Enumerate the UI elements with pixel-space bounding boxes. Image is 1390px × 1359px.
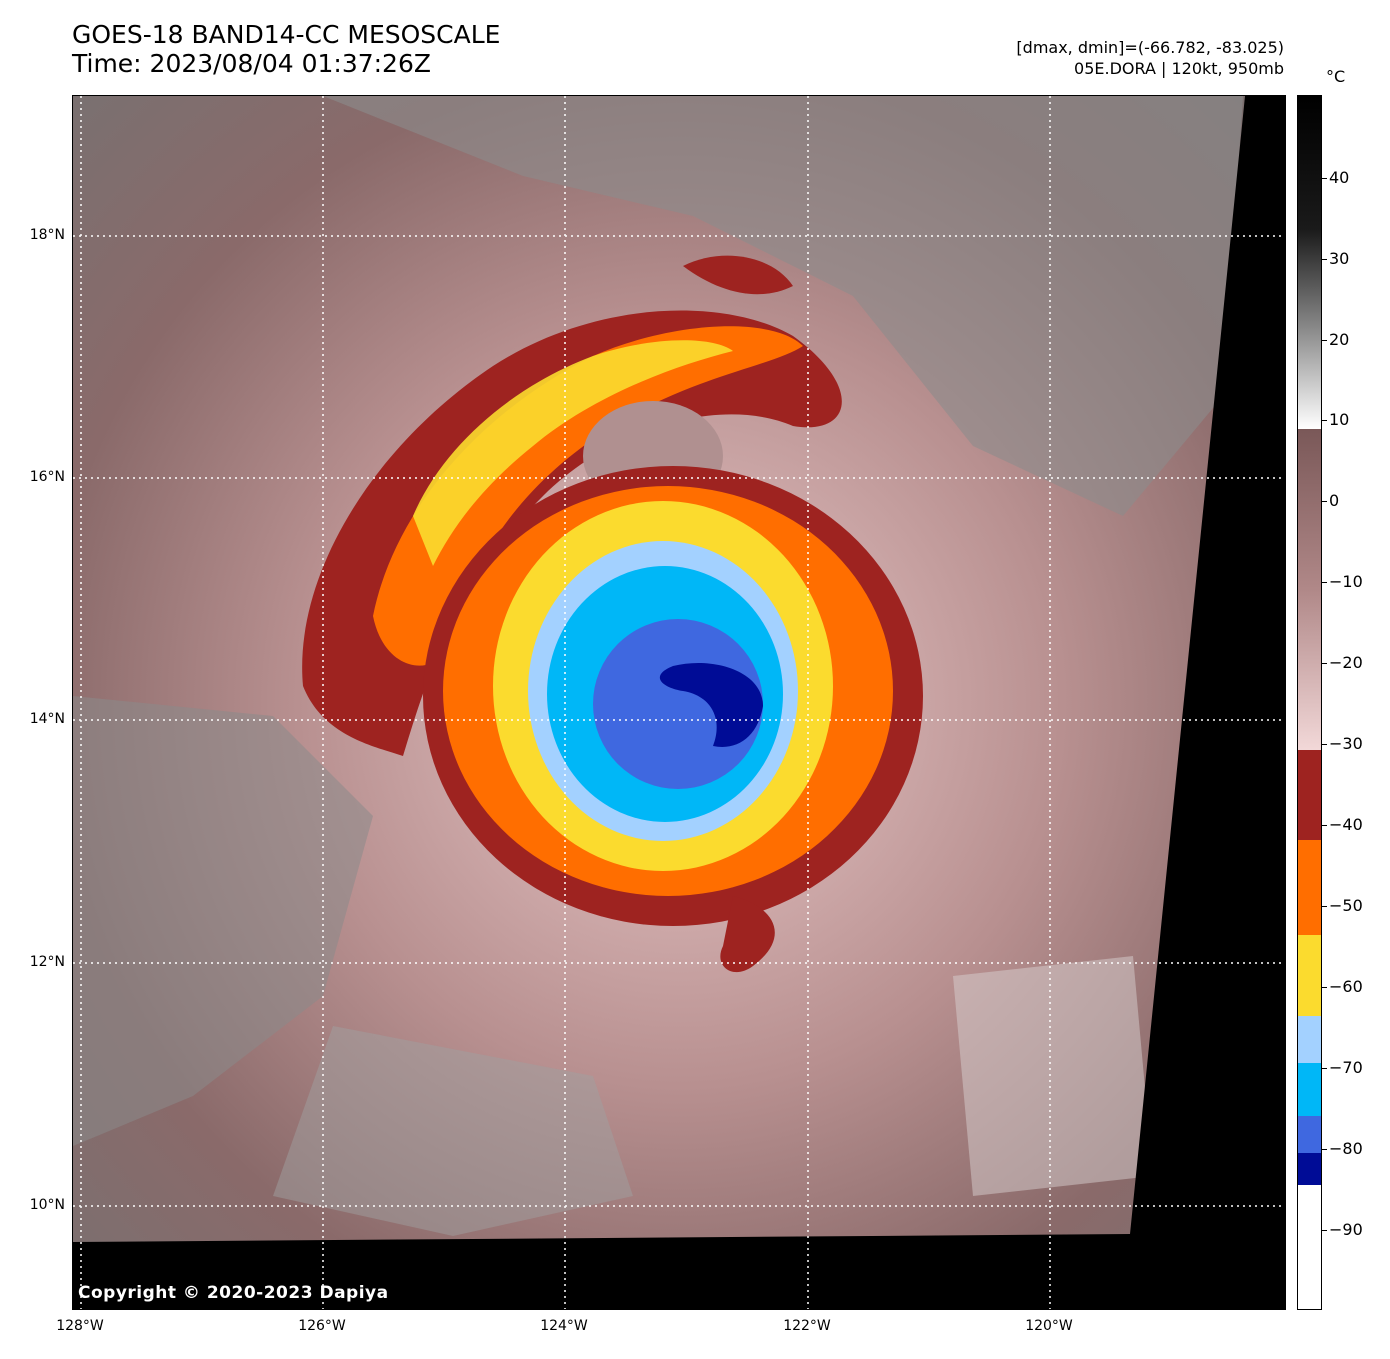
lat-label-12: 12°N xyxy=(29,954,65,970)
no-data-region xyxy=(73,96,1285,1309)
colorbar-tick xyxy=(1322,906,1327,907)
colorbar-tick xyxy=(1322,744,1327,745)
colorbar-label-minus40: −40 xyxy=(1329,815,1363,834)
northern-fragment xyxy=(683,255,793,295)
colorbar-tick xyxy=(1322,178,1327,179)
colorbar-grey-range xyxy=(1298,96,1321,429)
lon-label-122: 122°W xyxy=(783,1318,831,1334)
outer-band-yellow xyxy=(413,340,733,566)
lon-label-128: 128°W xyxy=(56,1318,104,1334)
copyright-notice: Copyright © 2020-2023 Dapiya xyxy=(78,1283,389,1303)
lat-label-14: 14°N xyxy=(29,711,65,727)
colorbar-scale xyxy=(1298,96,1321,1309)
lon-label-120: 120°W xyxy=(1025,1318,1073,1334)
colorbar-label-0: 0 xyxy=(1329,491,1340,510)
title-product: GOES-18 BAND14-CC MESOSCALE xyxy=(72,20,501,49)
satellite-imagery xyxy=(73,96,1285,1309)
lat-label-10: 10°N xyxy=(29,1197,65,1213)
colorbar-label-minus30: −30 xyxy=(1329,734,1363,753)
colorbar-tick xyxy=(1322,259,1327,260)
colorbar-tick xyxy=(1322,340,1327,341)
colorbar-band-navy xyxy=(1298,1153,1321,1185)
colorbar-label-minus50: −50 xyxy=(1329,896,1363,915)
lon-label-124: 124°W xyxy=(540,1318,588,1334)
colorbar xyxy=(1297,95,1322,1310)
gridlines xyxy=(73,96,1285,1309)
colorbar-pink-range xyxy=(1298,429,1321,750)
trailing-band xyxy=(720,896,775,973)
coldest-tops xyxy=(659,662,763,747)
satellite-map: Copyright © 2020-2023 Dapiya xyxy=(72,95,1286,1310)
colorbar-label-minus60: −60 xyxy=(1329,977,1363,996)
chart-title: GOES-18 BAND14-CC MESOSCALE Time: 2023/0… xyxy=(72,20,500,78)
colorbar-label-20: 20 xyxy=(1329,330,1350,349)
clear-region-north xyxy=(73,96,1243,516)
title-time: Time: 2023/08/04 01:37:26Z xyxy=(72,49,431,78)
clear-region-west xyxy=(73,696,373,1146)
colorbar-tick xyxy=(1322,1149,1327,1150)
colorbar-label-30: 30 xyxy=(1329,249,1350,268)
colorbar-band-blue xyxy=(1298,1116,1321,1153)
colorbar-tick xyxy=(1322,663,1327,664)
colorbar-tick xyxy=(1322,582,1327,583)
colorbar-label-10: 10 xyxy=(1329,410,1350,429)
colorbar-tick xyxy=(1322,420,1327,421)
colorbar-tick xyxy=(1322,501,1327,502)
colorbar-label-minus80: −80 xyxy=(1329,1139,1363,1158)
clear-region-south xyxy=(273,1026,633,1236)
colorbar-band-white xyxy=(1298,1185,1321,1309)
lat-label-16: 16°N xyxy=(29,469,65,485)
temperature-range: [dmax, dmin]=(-66.782, -83.025) xyxy=(1016,38,1284,57)
colorbar-tick xyxy=(1322,1230,1327,1231)
colorbar-label-minus20: −20 xyxy=(1329,653,1363,672)
lat-label-18: 18°N xyxy=(29,227,65,243)
colorbar-label-40: 40 xyxy=(1329,168,1350,187)
colorbar-unit: °C xyxy=(1326,67,1346,86)
clear-region-southeast xyxy=(953,956,1153,1196)
storm-name-intensity: 05E.DORA | 120kt, 950mb xyxy=(1074,59,1284,78)
colorbar-band-cyan xyxy=(1298,1063,1321,1116)
lon-label-126: 126°W xyxy=(298,1318,346,1334)
colorbar-band-orange xyxy=(1298,840,1321,935)
colorbar-label-minus10: −10 xyxy=(1329,572,1363,591)
colorbar-band-yellow xyxy=(1298,935,1321,1016)
colorbar-label-minus90: −90 xyxy=(1329,1220,1363,1239)
colorbar-label-minus70: −70 xyxy=(1329,1058,1363,1077)
colorbar-tick xyxy=(1322,825,1327,826)
colorbar-band-light-blue xyxy=(1298,1016,1321,1063)
storm-info: [dmax, dmin]=(-66.782, -83.025) 05E.DORA… xyxy=(1016,37,1284,79)
colorbar-tick xyxy=(1322,987,1327,988)
colorbar-tick xyxy=(1322,1068,1327,1069)
colorbar-band-dark-red xyxy=(1298,750,1321,840)
